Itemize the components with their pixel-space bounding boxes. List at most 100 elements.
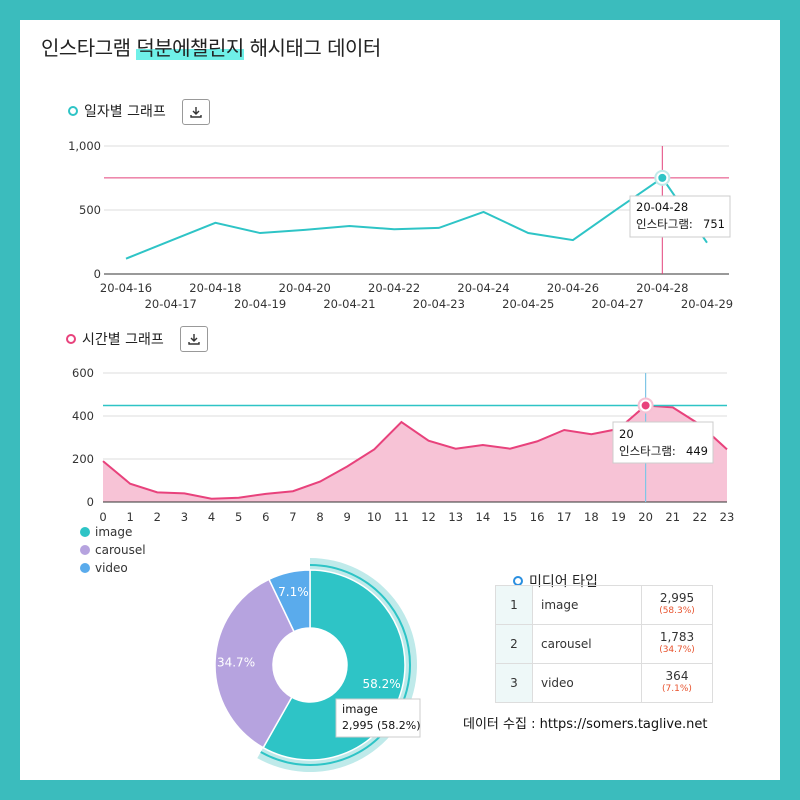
pie-slice-label: 7.1% bbox=[278, 585, 309, 599]
download-icon bbox=[188, 334, 200, 345]
legend-swatch bbox=[80, 545, 90, 555]
row-value: 364 (7.1%) bbox=[641, 663, 713, 703]
hourly-x-tick-label: 23 bbox=[720, 510, 735, 524]
hourly-x-tick-label: 3 bbox=[181, 510, 188, 524]
row-index: 1 bbox=[495, 585, 533, 625]
daily-x-tick-label: 20-04-19 bbox=[234, 297, 286, 311]
daily-x-tick-label: 20-04-23 bbox=[413, 297, 465, 311]
row-pct: (34.7%) bbox=[659, 645, 695, 655]
daily-tooltip: 20-04-28 인스타그램: 751 bbox=[629, 195, 731, 238]
hourly-tooltip-hour: 20 bbox=[619, 427, 634, 441]
row-type: video bbox=[532, 663, 642, 703]
hourly-x-tick-label: 17 bbox=[557, 510, 572, 524]
teal-ring-icon bbox=[68, 106, 78, 116]
legend-label: video bbox=[95, 561, 128, 575]
daily-title-text: 일자별 그래프 bbox=[84, 104, 166, 120]
daily-x-tick-label: 20-04-24 bbox=[457, 281, 509, 295]
row-value: 2,995 (58.3%) bbox=[641, 585, 713, 625]
pie-tooltip: image 2,995 (58.2%) bbox=[335, 698, 421, 738]
hourly-tooltip-label: 인스타그램: bbox=[619, 444, 676, 458]
daily-grid bbox=[104, 145, 729, 275]
row-index: 2 bbox=[495, 624, 533, 664]
row-pct: (7.1%) bbox=[662, 684, 692, 694]
row-index: 3 bbox=[495, 663, 533, 703]
daily-tooltip-date: 20-04-28 bbox=[636, 200, 688, 214]
pie-tooltip-value: 2,995 (58.2%) bbox=[342, 719, 421, 732]
hourly-tooltip-value: 449 bbox=[686, 444, 708, 458]
legend-item-carousel[interactable]: carousel bbox=[80, 541, 146, 559]
hourly-x-tick-label: 13 bbox=[448, 510, 463, 524]
row-value: 1,783 (34.7%) bbox=[641, 624, 713, 664]
legend-item-image[interactable]: image bbox=[80, 523, 146, 541]
title-prefix: 인스타그램 bbox=[41, 36, 137, 60]
row-type: image bbox=[532, 585, 642, 625]
hourly-area-fill bbox=[103, 405, 727, 502]
legend-label: carousel bbox=[95, 543, 146, 557]
hourly-x-tick-label: 1 bbox=[126, 510, 133, 524]
row-pct: (58.3%) bbox=[659, 606, 695, 616]
hourly-tooltip: 20 인스타그램: 449 bbox=[612, 421, 714, 464]
hourly-download-button[interactable] bbox=[180, 326, 208, 352]
daily-tooltip-label: 인스타그램: bbox=[636, 217, 693, 231]
pie-slice-label: 58.2% bbox=[362, 677, 400, 691]
pie-highlight-ring bbox=[260, 564, 411, 766]
media-donut: 58.2% 34.7% 7.1% bbox=[214, 558, 417, 773]
daily-x-tick-label: 20-04-20 bbox=[279, 281, 331, 295]
row-count: 1,783 bbox=[659, 630, 695, 644]
title-hashtag: 덕분에챌린지 bbox=[136, 36, 244, 60]
data-source-text: 데이터 수집 : https://somers.taglive.net bbox=[463, 717, 708, 732]
hourly-tooltip-box bbox=[612, 421, 714, 464]
hourly-x-tick-label: 10 bbox=[367, 510, 382, 524]
hourly-x-tick-label: 2 bbox=[154, 510, 161, 524]
daily-x-tick-label: 20-04-25 bbox=[502, 297, 554, 311]
row-count: 364 bbox=[665, 669, 689, 683]
hourly-x-tick-label: 12 bbox=[421, 510, 436, 524]
hourly-x-tick-label: 9 bbox=[344, 510, 351, 524]
hourly-x-tick-label: 7 bbox=[289, 510, 296, 524]
hourly-x-tick-label: 11 bbox=[394, 510, 409, 524]
daily-x-tick-label: 20-04-26 bbox=[547, 281, 599, 295]
pie-slice-label: 34.7% bbox=[217, 655, 255, 669]
hourly-x-tick-label: 21 bbox=[665, 510, 680, 524]
daily-y-tick-label: 500 bbox=[79, 203, 101, 217]
daily-x-tick-label: 20-04-16 bbox=[100, 281, 152, 295]
pie-slice-video bbox=[268, 569, 311, 633]
daily-x-tick-label: 20-04-28 bbox=[636, 281, 688, 295]
row-count: 2,995 bbox=[659, 591, 695, 605]
hourly-highlight-point bbox=[639, 399, 652, 412]
hourly-y-tick-label: 0 bbox=[87, 495, 94, 509]
hourly-y-tick-label: 200 bbox=[72, 452, 94, 466]
daily-highlight-point bbox=[656, 171, 669, 184]
hourly-x-tick-label: 0 bbox=[99, 510, 106, 524]
row-type: carousel bbox=[532, 624, 642, 664]
daily-x-tick-label: 20-04-29 bbox=[681, 297, 733, 311]
pie-tooltip-label: image bbox=[342, 702, 378, 716]
pie-legend: image carousel video bbox=[80, 523, 146, 577]
daily-x-tick-label: 20-04-17 bbox=[145, 297, 197, 311]
table-row: 3 video 364 (7.1%) bbox=[495, 663, 713, 703]
legend-item-video[interactable]: video bbox=[80, 559, 146, 577]
hourly-x-axis: 0 1 2 3 4 5 6 7 8 9 10 11 12 13 14 15 16 17 18 19 20 21 22 23 bbox=[99, 510, 734, 524]
hourly-x-tick-label: 22 bbox=[693, 510, 708, 524]
media-type-table: 1 image 2,995 (58.3%) 2 carousel 1,783 (34… bbox=[495, 585, 713, 703]
daily-series bbox=[104, 146, 729, 274]
download-icon bbox=[190, 107, 202, 118]
daily-x-tick-label: 20-04-21 bbox=[323, 297, 375, 311]
hourly-x-tick-label: 4 bbox=[208, 510, 215, 524]
daily-tooltip-value: 751 bbox=[703, 217, 725, 231]
title-suffix: 해시태그 데이터 bbox=[243, 36, 382, 60]
hourly-x-tick-label: 14 bbox=[476, 510, 491, 524]
legend-label: image bbox=[95, 525, 133, 539]
daily-y-axis: 0 500 1,000 bbox=[68, 139, 101, 281]
hourly-y-tick-label: 600 bbox=[72, 366, 94, 380]
table-row: 1 image 2,995 (58.3%) bbox=[495, 585, 713, 625]
page-title: 인스타그램 덕분에챌린지 해시태그 데이터 bbox=[41, 32, 381, 61]
daily-section-title: 일자별 그래프 bbox=[68, 101, 166, 121]
legend-swatch bbox=[80, 563, 90, 573]
daily-x-tick-label: 20-04-27 bbox=[592, 297, 644, 311]
daily-tooltip-box bbox=[629, 195, 731, 238]
daily-download-button[interactable] bbox=[182, 99, 210, 125]
daily-series-line bbox=[125, 176, 708, 260]
hourly-section-title: 시간별 그래프 bbox=[66, 329, 164, 349]
